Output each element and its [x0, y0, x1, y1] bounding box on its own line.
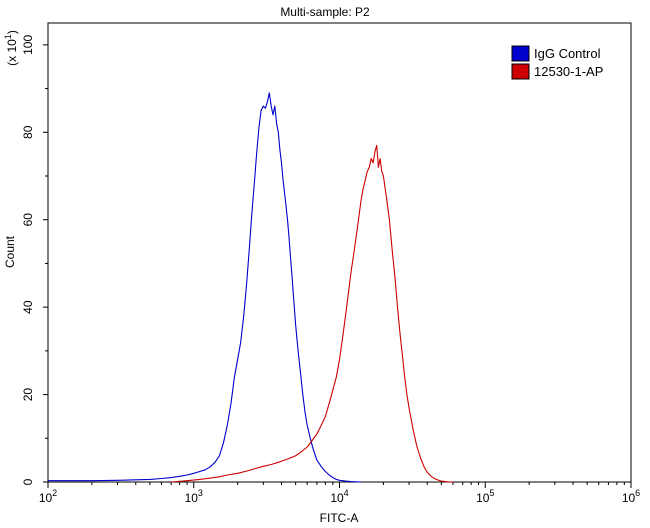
x-tick-label: 106 [622, 488, 640, 505]
legend-label: 12530-1-AP [534, 64, 603, 79]
legend-label: IgG Control [534, 46, 601, 61]
x-tick-label: 103 [185, 488, 203, 505]
y-tick-label: 100 [21, 35, 35, 55]
y-tick-label: 20 [21, 388, 35, 402]
series-line-1 [48, 92, 361, 483]
chart-title: Multi-sample: P2 [280, 5, 370, 19]
y-tick-label: 40 [21, 300, 35, 314]
y-tick-label: 0 [21, 478, 35, 485]
y-axis-ticks: 0 20 40 60 80 100 [21, 35, 48, 485]
legend-swatch [511, 63, 530, 80]
plot-frame [47, 22, 632, 483]
x-axis-ticks: 102 103 104 105 106 [39, 482, 640, 505]
y-tick-label: 60 [21, 213, 35, 227]
legend: IgG Control 12530-1-AP [511, 45, 603, 80]
y-multiplier-label: (x 101) [3, 30, 19, 66]
x-tick-label: 102 [39, 488, 57, 505]
x-tick-label: 105 [476, 488, 494, 505]
x-tick-label: 104 [330, 488, 348, 505]
series-lines [48, 92, 453, 483]
y-tick-label: 80 [21, 125, 35, 139]
y-axis-title: Count [3, 235, 17, 268]
series-line-2 [171, 144, 453, 483]
x-axis-title: FITC-A [320, 511, 359, 525]
legend-swatch [511, 45, 530, 62]
